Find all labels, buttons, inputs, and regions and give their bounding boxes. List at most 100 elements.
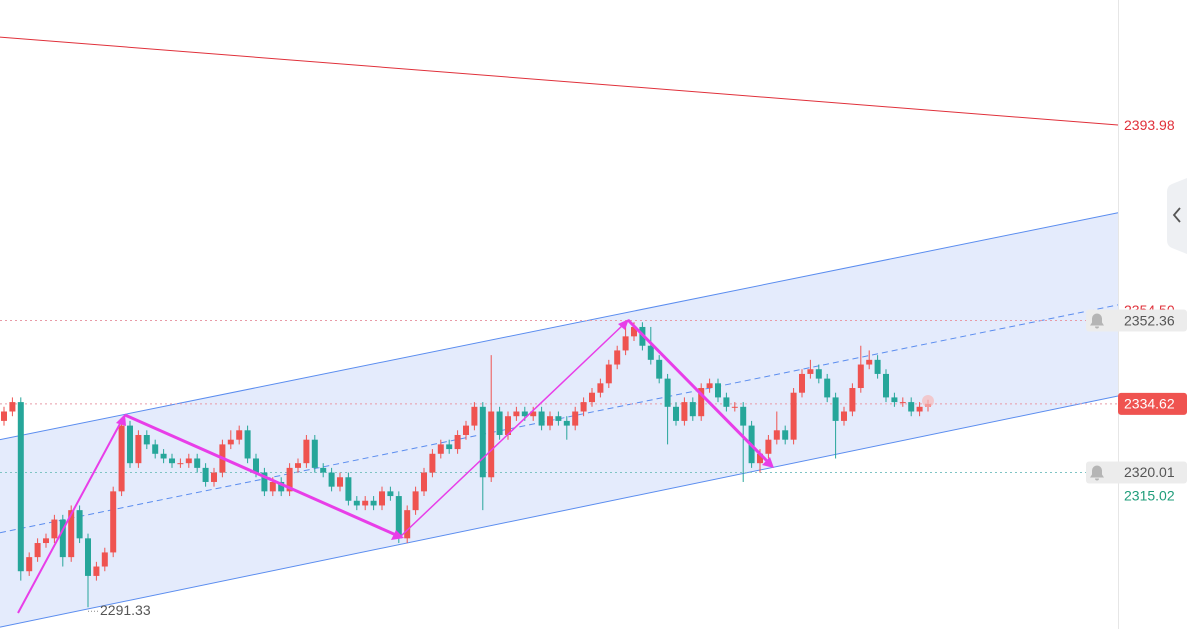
trend-line: [0, 36, 1119, 126]
candle-body: [807, 369, 814, 374]
candle-body: [227, 439, 234, 445]
candle-body: [328, 472, 335, 487]
price-label: 2315.02: [1124, 488, 1175, 504]
arrow-head: [116, 414, 126, 426]
candle-body: [799, 373, 805, 393]
arrow: [626, 318, 770, 464]
candle-body: [320, 467, 327, 473]
cursor-dot: [922, 395, 934, 407]
candle-body: [127, 425, 133, 464]
candle-body: [631, 326, 637, 337]
price-box: [1086, 309, 1187, 332]
candle-body: [773, 430, 780, 440]
candle-body: [169, 458, 175, 464]
price-label: 2352.36: [1124, 312, 1175, 328]
candle-body: [211, 472, 217, 482]
candle-body: [454, 434, 461, 450]
price-label: 2320.01: [1124, 464, 1175, 480]
candle-body: [521, 411, 528, 417]
candle-body: [563, 420, 570, 426]
candle-body: [278, 481, 285, 492]
candle-body: [815, 369, 822, 379]
arrow-head: [762, 457, 774, 468]
price-label: 2334.62: [1124, 396, 1175, 412]
price-box: [1086, 461, 1187, 484]
candle-body: [286, 467, 293, 492]
arrow: [17, 419, 123, 614]
candle-body: [883, 373, 889, 398]
candle-body: [177, 463, 184, 465]
arrow-head: [618, 319, 629, 330]
candle-body: [395, 496, 402, 539]
candle-body: [152, 444, 159, 454]
candle-body: [505, 416, 511, 435]
candle-body: [832, 397, 839, 421]
candle-body: [866, 359, 873, 365]
price-box: [1118, 392, 1187, 415]
arrow-head: [391, 530, 404, 540]
candle-body: [379, 491, 385, 506]
candle-body: [841, 411, 847, 421]
candle-body: [311, 439, 318, 468]
candle-body: [143, 434, 150, 445]
candle-body: [580, 402, 587, 412]
candle-body: [614, 350, 621, 365]
candle-body: [34, 543, 41, 558]
candle-body: [9, 402, 16, 412]
candle-body: [740, 406, 747, 426]
candle-body: [908, 402, 915, 412]
candle-body: [244, 430, 251, 459]
side-tab[interactable]: [1167, 178, 1187, 254]
candle-body: [429, 453, 436, 473]
bell-icon: [1090, 465, 1104, 481]
candle-body: [790, 392, 797, 440]
candle-body: [1, 411, 7, 421]
candle-body: [597, 383, 604, 393]
candle-body: [421, 472, 427, 492]
price-label: 2393.98: [1124, 117, 1175, 133]
candle-body: [496, 411, 503, 435]
candle-body: [664, 378, 671, 407]
candle-body: [101, 552, 108, 567]
candle-body: [185, 458, 192, 464]
candle-body: [849, 388, 856, 412]
candle-body: [479, 406, 486, 478]
candle-body: [916, 406, 923, 412]
candle-body: [715, 383, 721, 398]
candle-body: [160, 453, 167, 459]
candle-body: [488, 411, 495, 478]
candle-body: [118, 425, 125, 492]
candle-body: [76, 510, 83, 539]
candle-body: [110, 491, 117, 553]
candle-body: [236, 430, 243, 440]
candle-body: [874, 359, 881, 374]
candle-body: [261, 472, 268, 492]
candle-body: [723, 397, 730, 407]
candle-body: [253, 458, 259, 473]
candle-body: [404, 510, 411, 539]
candle-body: [765, 439, 772, 454]
candle-body: [530, 411, 537, 417]
low-label: 2291.33: [100, 602, 151, 618]
candle-body: [51, 519, 58, 539]
candle-body: [463, 425, 469, 435]
candle-body: [387, 491, 394, 497]
arrow: [399, 323, 625, 538]
channel-upper: [0, 212, 1119, 441]
candle-body: [194, 458, 201, 468]
candle-body: [295, 463, 301, 468]
candle-body: [757, 453, 763, 464]
chevron[interactable]: [1172, 207, 1181, 223]
channel-lower: [0, 395, 1119, 628]
candle-body: [622, 336, 629, 351]
candle-body: [673, 406, 679, 421]
candle-body: [17, 402, 24, 572]
candle-body: [647, 345, 654, 360]
candle-body: [689, 402, 696, 417]
candle-body: [589, 392, 595, 403]
candle-body: [68, 510, 75, 558]
candle-body: [345, 477, 352, 501]
candle-body: [353, 500, 360, 506]
candle-body: [547, 416, 553, 426]
